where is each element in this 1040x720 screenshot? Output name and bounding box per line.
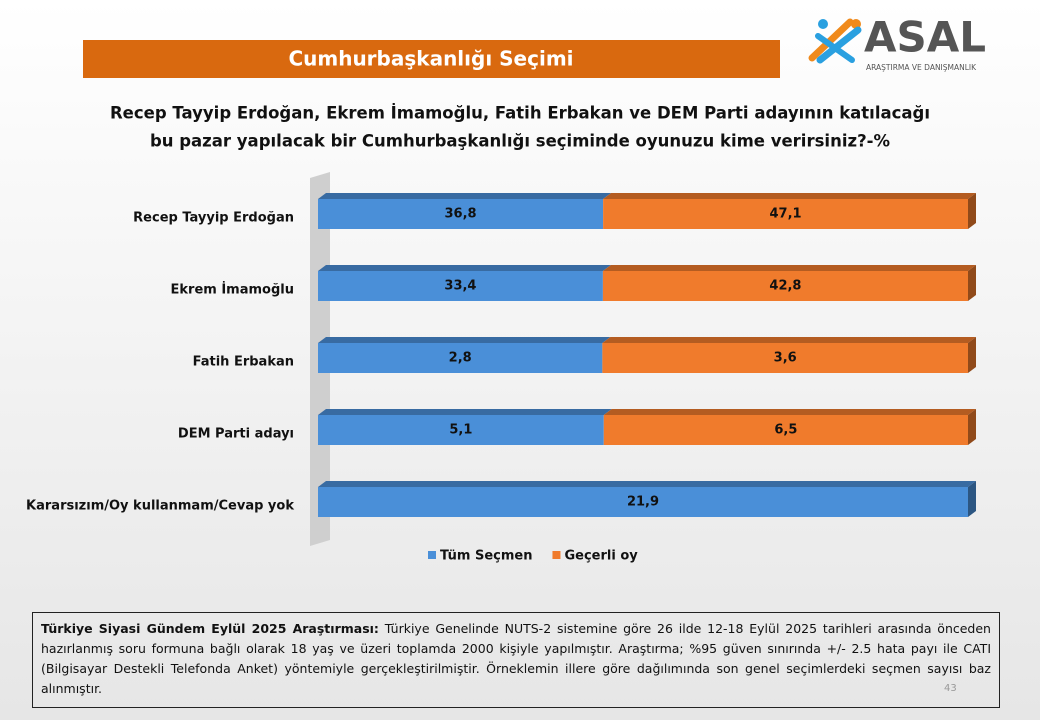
- bar-top: [318, 337, 611, 343]
- bar-top: [318, 193, 612, 199]
- value-label: 2,8: [449, 351, 472, 366]
- bar-side: [968, 265, 976, 301]
- chart-title: Recep Tayyip Erdoğan, Ekrem İmamoğlu, Fa…: [110, 104, 930, 123]
- bar-top: [318, 265, 611, 271]
- footnote-text: Türkiye Genelinde NUTS-2 sistemine göre …: [41, 621, 991, 696]
- value-label: 42,8: [769, 279, 801, 294]
- logo-tagline: ARAŞTIRMA VE DANIŞMANLIK: [866, 63, 977, 72]
- value-label: 47,1: [770, 207, 802, 222]
- bar-side: [968, 409, 976, 445]
- bar: [602, 271, 968, 301]
- logo-icon: [808, 18, 862, 64]
- chart-title: bu pazar yapılacak bir Cumhurbaşkanlığı …: [150, 132, 891, 151]
- bar: [318, 415, 604, 445]
- y-tick-label: Fatih Erbakan: [193, 355, 294, 370]
- y-tick-label: Ekrem İmamoğlu: [171, 282, 294, 298]
- bar-side: [968, 481, 976, 517]
- value-label: 33,4: [444, 279, 476, 294]
- legend-label: Geçerli oy: [564, 549, 638, 564]
- bar-side: [968, 337, 976, 373]
- bar: [318, 199, 604, 229]
- bar-top: [318, 481, 976, 487]
- value-label: 5,1: [449, 423, 472, 438]
- legend-swatch: [552, 551, 561, 559]
- legend-label: Tüm Seçmen: [440, 549, 532, 564]
- value-label: 6,5: [774, 423, 797, 438]
- chart: Cumhurbaşkanlığı Seçimi ASAL ARAŞTIRMA V…: [26, 13, 986, 564]
- footnote-bold: Türkiye Siyasi Gündem Eylül 2025 Araştır…: [41, 621, 379, 636]
- bar: [318, 487, 968, 517]
- bar: [318, 343, 603, 373]
- y-tick-label: DEM Parti adayı: [178, 427, 294, 442]
- header-title: Cumhurbaşkanlığı Seçimi: [288, 47, 573, 71]
- bar: [602, 343, 968, 373]
- page-number: 43: [944, 683, 957, 694]
- bar: [603, 199, 968, 229]
- value-label: 36,8: [445, 207, 477, 222]
- y-tick-label: Kararsızım/Oy kullanmam/Cevap yok: [26, 499, 294, 514]
- bar-side: [968, 193, 976, 229]
- legend-swatch: [428, 551, 436, 559]
- bar: [318, 271, 603, 301]
- bar-top: [602, 337, 976, 343]
- y-tick-label: Recep Tayyip Erdoğan: [133, 211, 294, 226]
- bar-top: [318, 409, 612, 415]
- bar-top: [602, 265, 976, 271]
- value-label: 3,6: [774, 351, 797, 366]
- footnote: Türkiye Siyasi Gündem Eylül 2025 Araştır…: [32, 612, 1000, 708]
- bar-top: [603, 409, 976, 415]
- header-bar: [83, 40, 780, 78]
- bar-top: [603, 193, 976, 199]
- bar: [603, 415, 968, 445]
- logo-name: ASAL: [864, 13, 986, 62]
- value-label: 21,9: [627, 495, 659, 510]
